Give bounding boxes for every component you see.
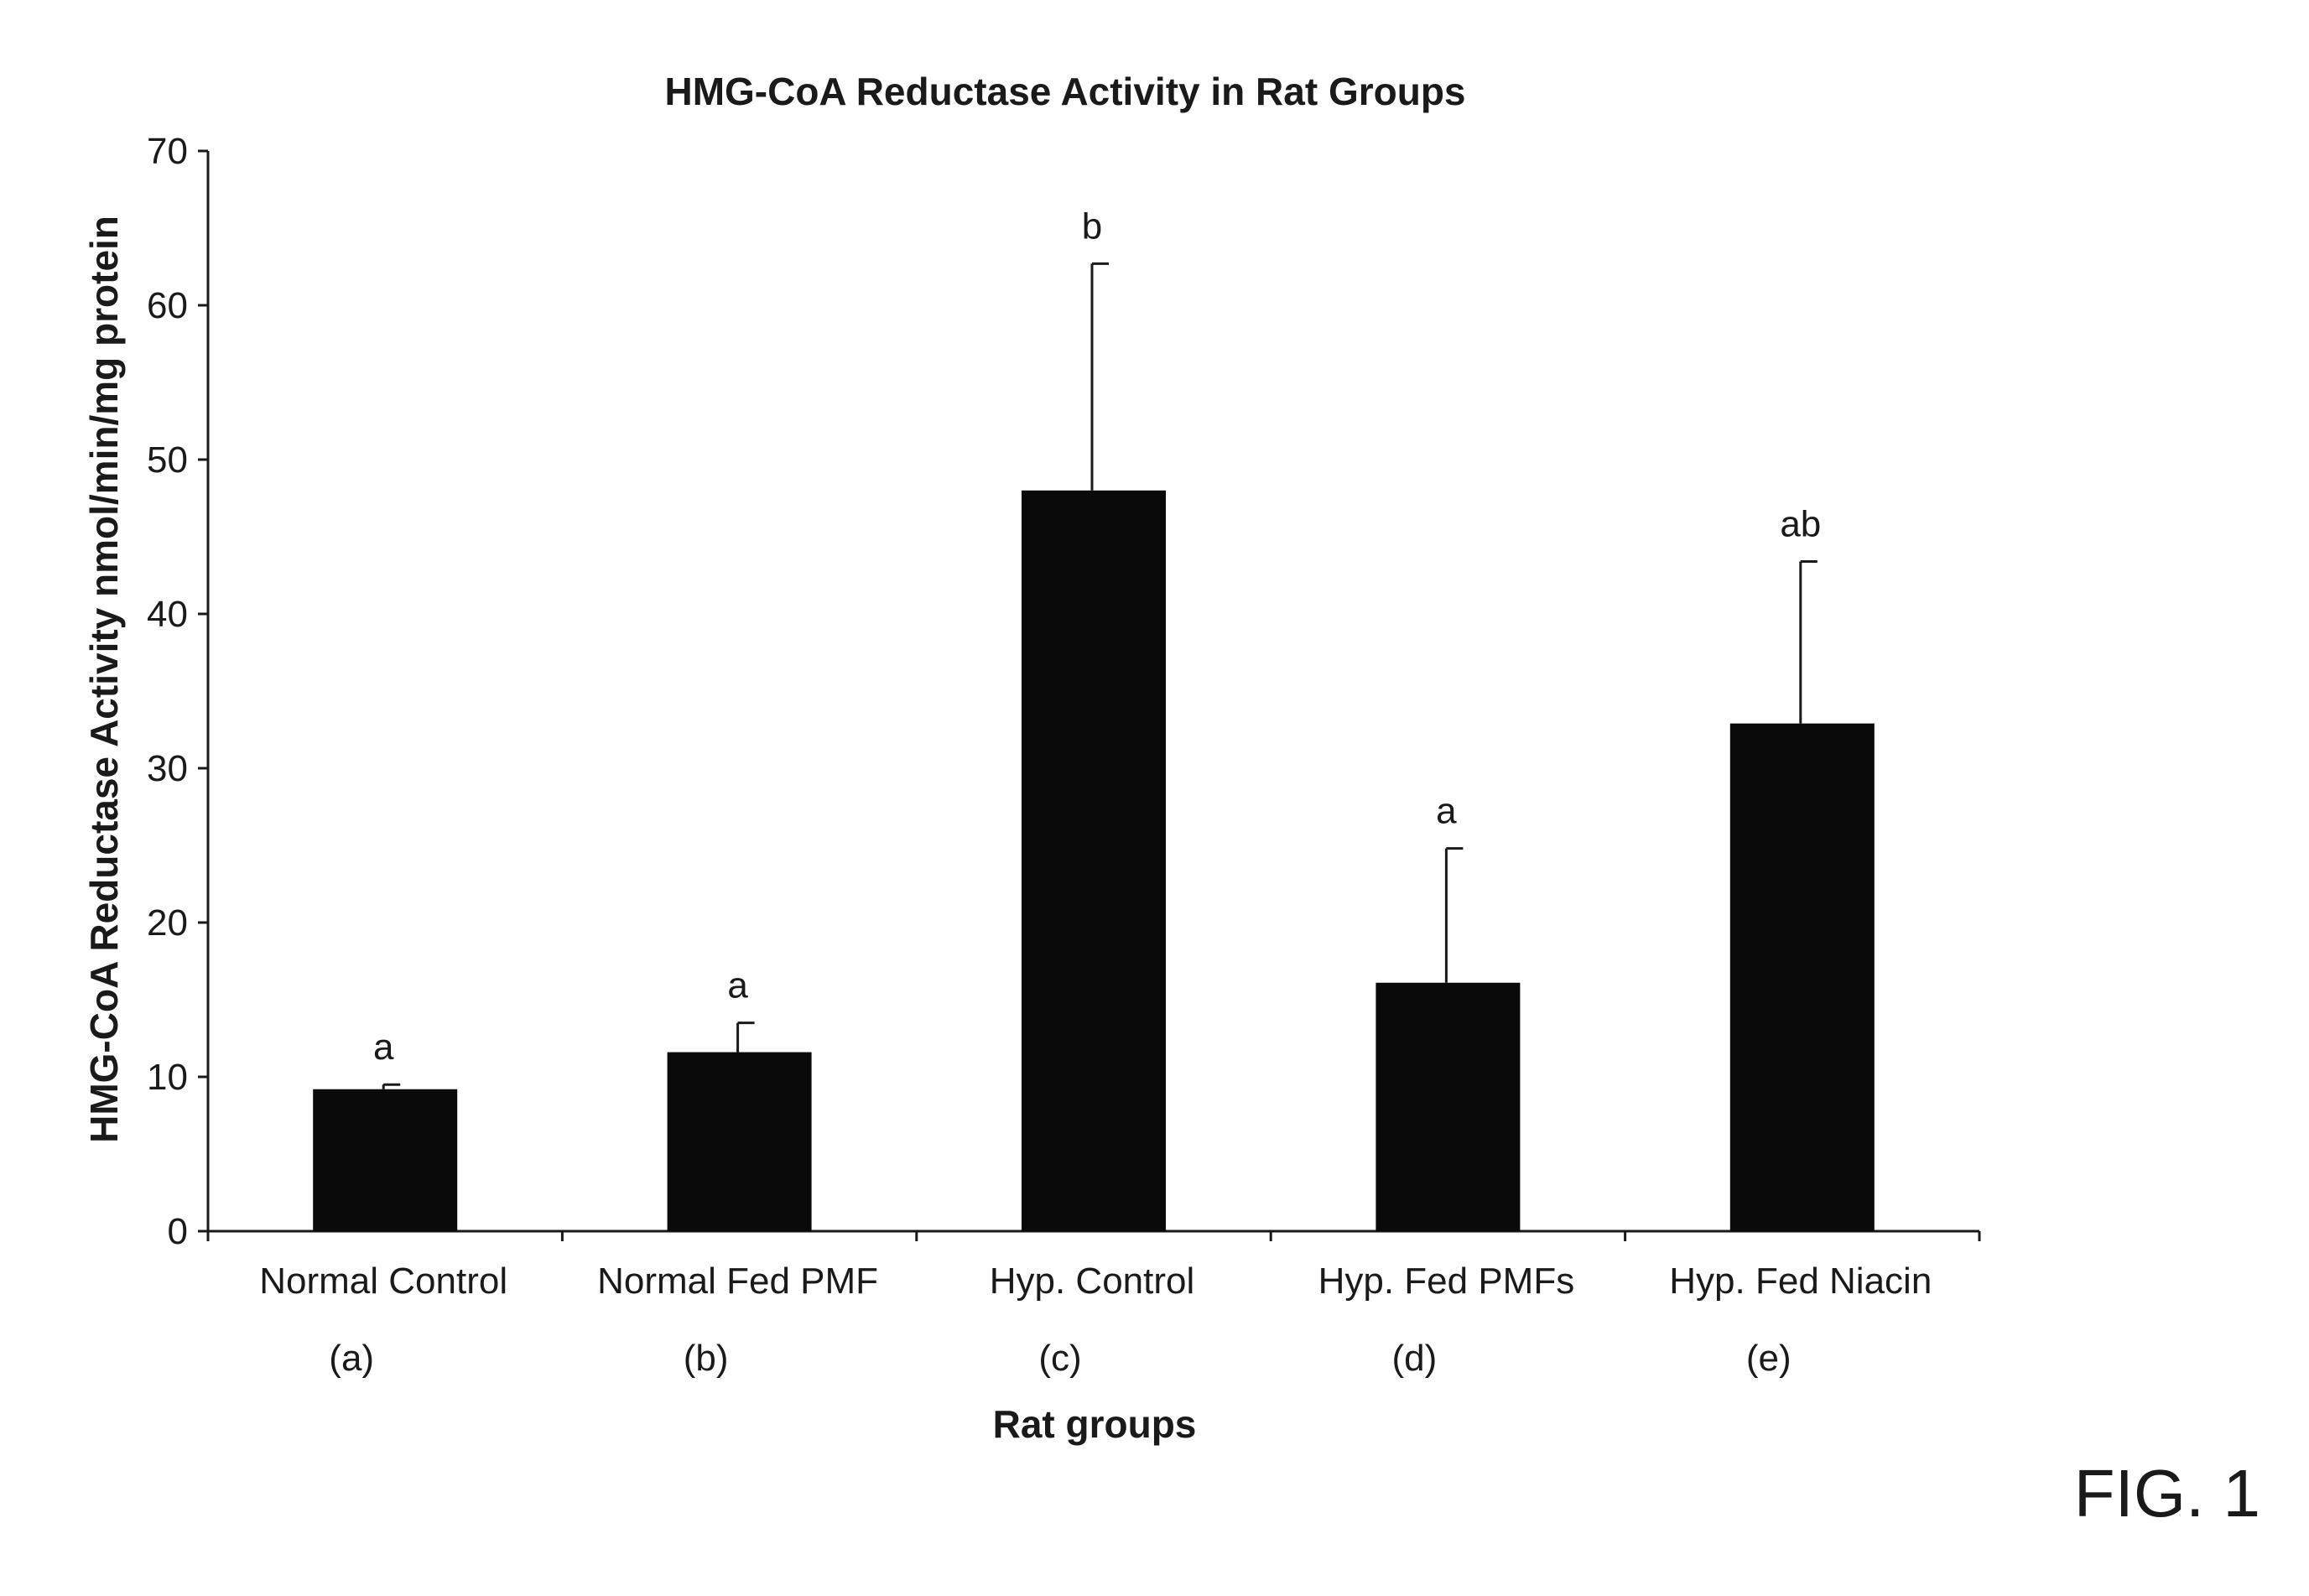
category-label: Hyp. Fed PMFs <box>1318 1261 1575 1302</box>
y-axis-ticks: 0 10 20 30 40 50 60 70 <box>147 131 208 1252</box>
category-labels: Normal Control (a) Normal Fed PMF (b) Hyp. C… <box>259 1261 1932 1379</box>
y-tick-label: 0 <box>168 1211 188 1252</box>
figure-label: FIG. 1 <box>2074 1456 2260 1531</box>
y-tick-label: 40 <box>147 594 188 635</box>
bar <box>1730 724 1875 1231</box>
category-code-label: (b) <box>684 1338 729 1379</box>
category-label: Normal Control <box>259 1261 507 1302</box>
x-axis-label: Rat groups <box>993 1402 1197 1446</box>
y-axis-label: HMG-CoA Reductase Activity nmol/min/mg p… <box>82 216 126 1143</box>
category-label: Hyp. Fed Niacin <box>1669 1261 1932 1302</box>
bar <box>1376 983 1520 1231</box>
category-code-label: (a) <box>329 1338 374 1379</box>
category-code-label: (d) <box>1392 1338 1438 1379</box>
category-label: Hyp. Control <box>990 1261 1195 1302</box>
significance-label: a <box>1436 791 1457 832</box>
category-label: Normal Fed PMF <box>597 1261 878 1302</box>
category-code-label: (c) <box>1038 1338 1081 1379</box>
bar <box>1022 491 1166 1231</box>
significance-label: a <box>373 1027 394 1068</box>
bar <box>668 1053 812 1231</box>
y-tick-label: 10 <box>147 1057 188 1098</box>
significance-label: ab <box>1780 503 1821 544</box>
bar <box>313 1089 457 1231</box>
y-tick-label: 20 <box>147 902 188 944</box>
category-code-label: (e) <box>1746 1338 1792 1379</box>
chart-title: HMG-CoA Reductase Activity in Rat Groups <box>664 70 1465 113</box>
y-tick-label: 70 <box>147 131 188 172</box>
significance-label: a <box>727 965 748 1006</box>
bars <box>313 491 1875 1231</box>
y-tick-label: 30 <box>147 748 188 789</box>
y-tick-label: 50 <box>147 439 188 481</box>
x-axis-ticks <box>208 1231 1979 1241</box>
significance-label: b <box>1082 205 1102 247</box>
y-tick-label: 60 <box>147 285 188 326</box>
